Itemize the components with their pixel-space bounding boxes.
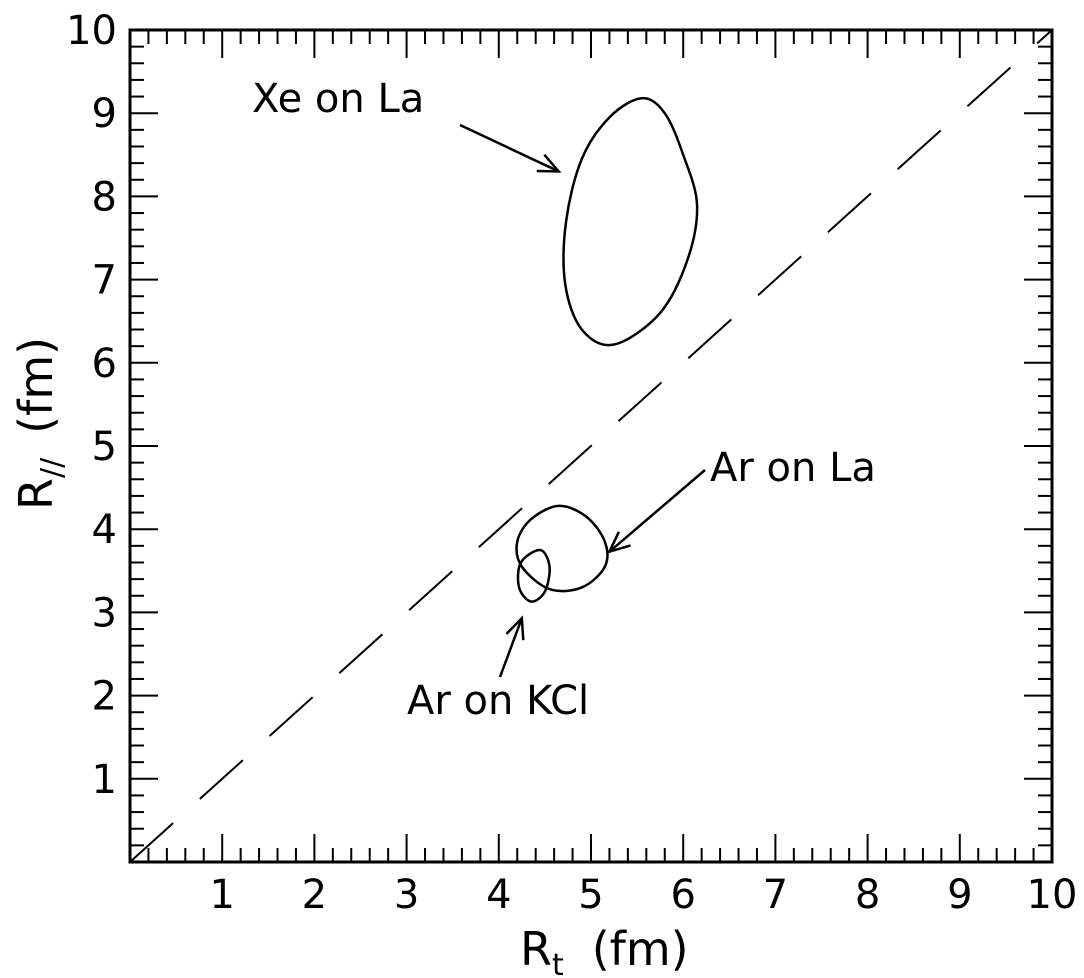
x-axis-label-unit: (fm) [592,922,689,976]
y-tick-labels: 1 2 3 4 5 6 7 8 9 10 [66,8,117,803]
y-tick-label: 3 [92,590,117,636]
annotation-arrow-shaft [608,469,706,553]
x-axis-label-main: R [520,922,552,976]
y-tick-label: 5 [92,424,117,470]
annotation-arrow-shaft [498,617,524,678]
axis-ticks [129,29,1053,863]
y-tick-label: 4 [92,507,117,553]
x-tick-label: 8 [855,872,880,918]
y-tick-label: 2 [92,674,117,720]
label-ar-on-kcl: Ar on KCl [407,678,589,724]
x-tick-label: 5 [578,872,603,918]
y-tick-label: 1 [92,757,117,803]
annotation-arrow-shaft [459,123,560,173]
label-xe-on-la: Xe on La [252,76,424,122]
x-axis-label: Rt (fm) [520,922,689,978]
x-tick-labels: 1 2 3 4 5 6 7 8 9 10 [209,872,1077,918]
x-tick-label: 2 [302,872,327,918]
y-tick-label: 10 [66,8,117,54]
contours [515,96,699,603]
plot-frame [128,28,1054,864]
x-axis-label-sub: t [552,948,564,978]
x-tick-label: 9 [947,872,972,918]
annotation-arrow-head [536,153,562,173]
x-tick-label: 10 [1027,872,1078,918]
y-tick-label: 8 [92,174,117,220]
contour-ar-on-la [515,504,609,593]
y-axis-label: R// (fm) [9,337,70,510]
x-tick-label: 3 [394,872,419,918]
contour-xe-on-la [562,96,699,347]
diagonal-reference-line [129,29,1053,863]
y-axis-label-unit: (fm) [9,337,63,434]
x-tick-label: 7 [763,872,788,918]
y-axis-label-main: R [9,478,63,510]
y-tick-label: 7 [92,258,117,304]
annotation-arrows [459,123,706,678]
y-tick-label: 9 [92,91,117,137]
y-tick-label: 6 [92,341,117,387]
y-axis-label-sub: // [35,457,70,478]
label-ar-on-la: Ar on La [710,445,876,491]
x-tick-label: 4 [486,872,511,918]
contour-ar-on-kcl [516,548,551,603]
x-tick-label: 1 [209,872,234,918]
x-tick-label: 6 [670,872,695,918]
annotation-arrow-head [607,531,631,554]
annotation-arrow-head [505,615,525,641]
